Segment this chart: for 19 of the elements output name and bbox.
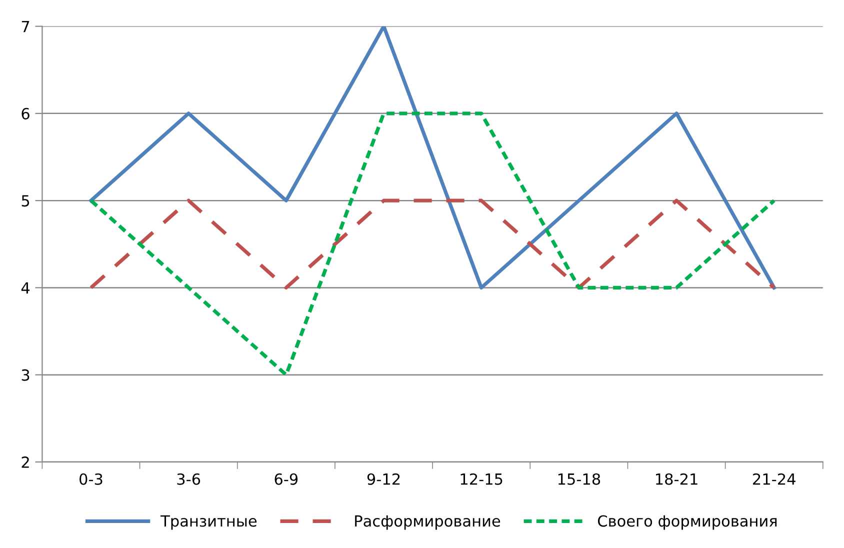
- y-tick-label: 5: [22, 195, 30, 207]
- x-tick-label: 15-18: [558, 473, 600, 485]
- x-tick-label: 6-9: [274, 473, 298, 485]
- y-tick-label: 2: [22, 456, 29, 468]
- y-tick-label: 7: [22, 20, 30, 32]
- x-tick-label: 3-6: [177, 473, 200, 485]
- x-tick-label: 18-21: [656, 473, 698, 485]
- legend-label: Своего формирования: [598, 515, 777, 530]
- y-tick-label: 6: [22, 108, 30, 120]
- x-tick-label: 21-24: [753, 473, 796, 485]
- legend-label: Расформирование: [355, 515, 500, 530]
- line-series: [89, 26, 776, 290]
- y-tick-label: 3: [22, 369, 30, 381]
- y-tick-label: 4: [21, 282, 30, 294]
- x-tick-label: 12-15: [460, 473, 502, 485]
- x-tick-label: 9-12: [367, 473, 400, 485]
- line-series: [89, 112, 776, 377]
- legend-label: Транзитные: [160, 515, 257, 530]
- x-tick-label: 0-3: [80, 473, 102, 485]
